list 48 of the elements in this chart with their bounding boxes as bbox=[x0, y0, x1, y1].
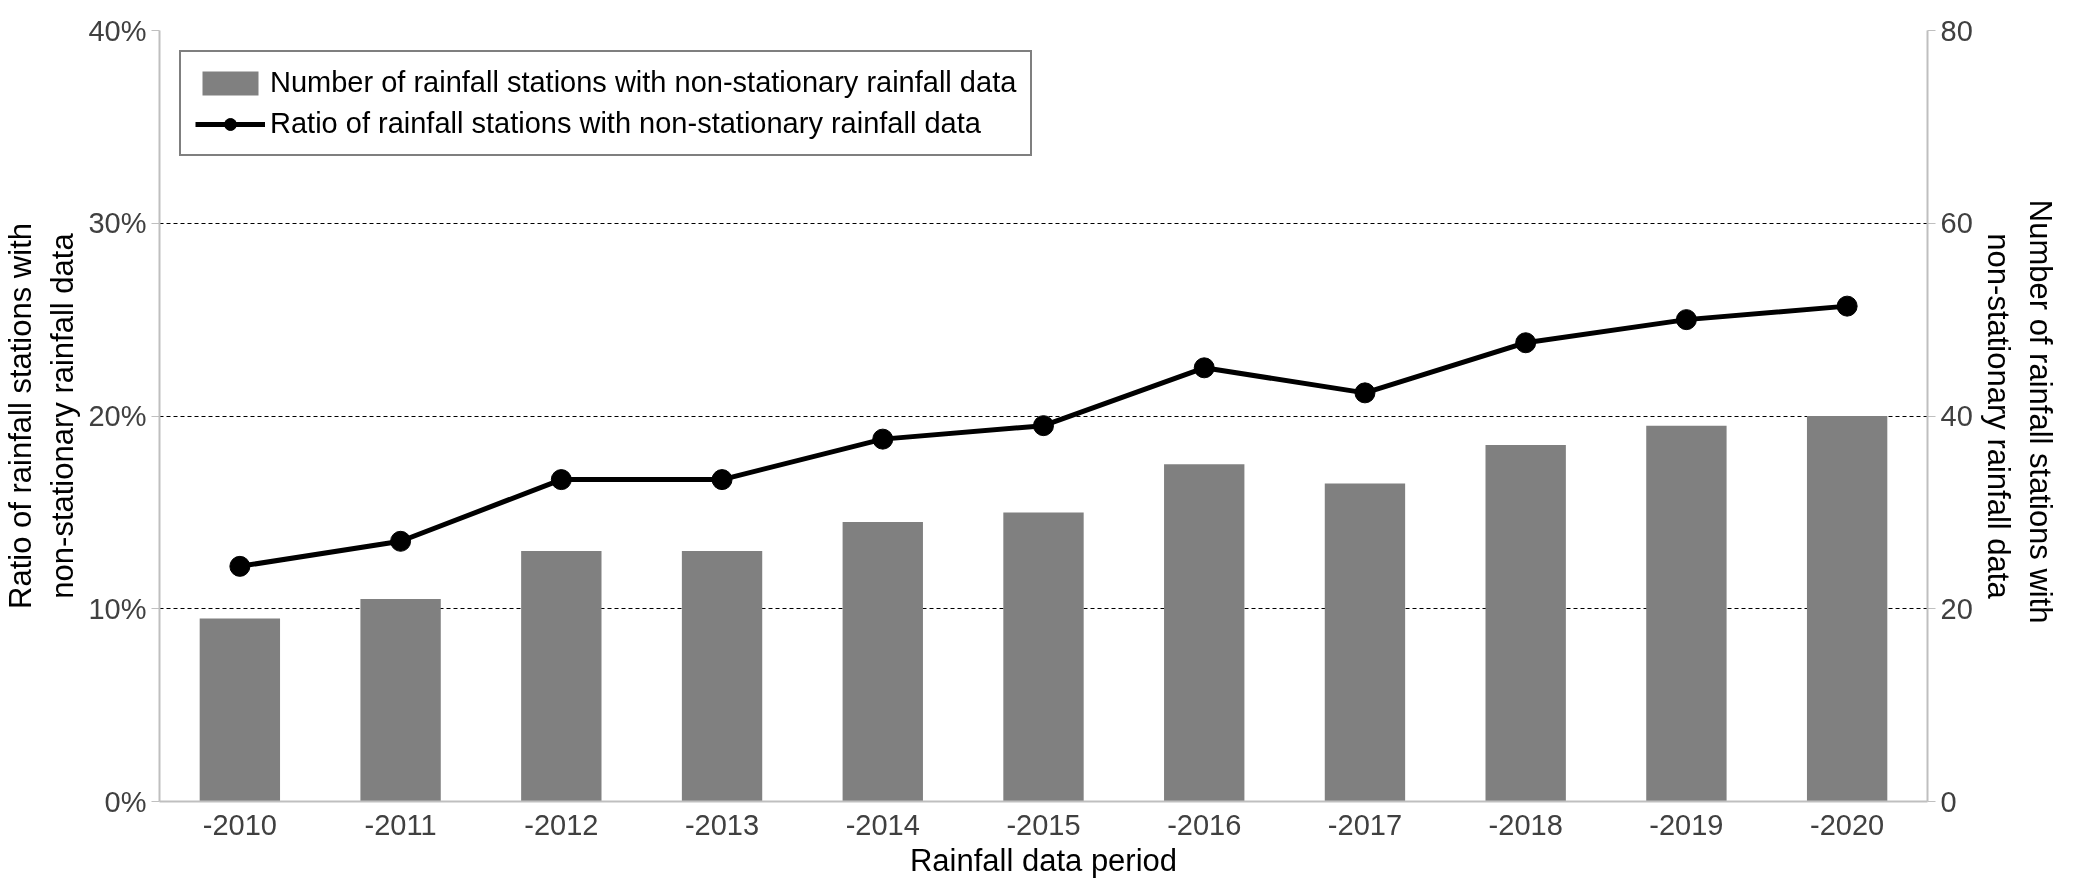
y2-tick-label: 20 bbox=[1940, 592, 1973, 625]
y-tick-label: 40% bbox=[88, 14, 147, 47]
bar bbox=[1324, 483, 1406, 802]
y-tick-label: 10% bbox=[88, 592, 147, 625]
y2-tick-label: 0 bbox=[1940, 785, 1957, 818]
legend-label: Number of rainfall stations with non-stationary rainfall data bbox=[270, 66, 1017, 99]
bar bbox=[521, 550, 602, 802]
bar bbox=[1646, 425, 1727, 802]
point bbox=[1193, 357, 1215, 379]
point bbox=[1675, 309, 1697, 331]
x-tick-label: -2017 bbox=[1327, 808, 1403, 841]
y-tick-label: 0% bbox=[104, 785, 147, 818]
bar bbox=[681, 550, 763, 802]
x-tick-label: -2013 bbox=[684, 808, 760, 841]
y2-tick-label: 60 bbox=[1940, 207, 1973, 240]
x-tick-label: -2015 bbox=[1006, 808, 1081, 841]
bar bbox=[842, 522, 923, 802]
bar bbox=[1164, 464, 1245, 802]
point bbox=[711, 469, 733, 491]
point bbox=[229, 555, 251, 577]
point bbox=[1033, 415, 1054, 437]
x-tick-label: -2014 bbox=[845, 808, 920, 841]
x-tick-label: -2010 bbox=[202, 808, 277, 841]
point bbox=[872, 428, 894, 450]
x-tick-label: -2011 bbox=[364, 808, 437, 841]
legend-label: Ratio of rainfall stations with non-stationary rainfall data bbox=[270, 107, 981, 140]
point bbox=[1354, 382, 1376, 404]
x-tick-label: -2019 bbox=[1649, 808, 1724, 841]
point bbox=[1515, 332, 1537, 354]
bar bbox=[360, 599, 441, 802]
y2-tick-label: 40 bbox=[1940, 400, 1973, 432]
y2-axis-title: Number of rainfall stations with non-stationary rainfall data bbox=[1980, 199, 2058, 624]
x-axis-title: Rainfall data period bbox=[909, 842, 1178, 878]
point bbox=[390, 530, 412, 552]
x-tick-label: -2020 bbox=[1810, 808, 1885, 841]
point bbox=[550, 469, 572, 491]
bar bbox=[1806, 416, 1888, 802]
x-tick-label: -2016 bbox=[1167, 808, 1242, 841]
bar bbox=[1003, 512, 1084, 802]
y2-tick-label: 80 bbox=[1940, 14, 1973, 47]
x-tick-label: -2012 bbox=[524, 808, 599, 841]
y-tick-label: 20% bbox=[88, 400, 147, 432]
x-tick-label: -2018 bbox=[1488, 808, 1563, 841]
point bbox=[1836, 295, 1858, 317]
bar bbox=[1485, 444, 1566, 802]
y-axis-title: Ratio of rainfall stations with non-stationary rainfall data bbox=[3, 223, 81, 609]
bar bbox=[199, 618, 281, 802]
y-tick-label: 30% bbox=[88, 207, 147, 240]
